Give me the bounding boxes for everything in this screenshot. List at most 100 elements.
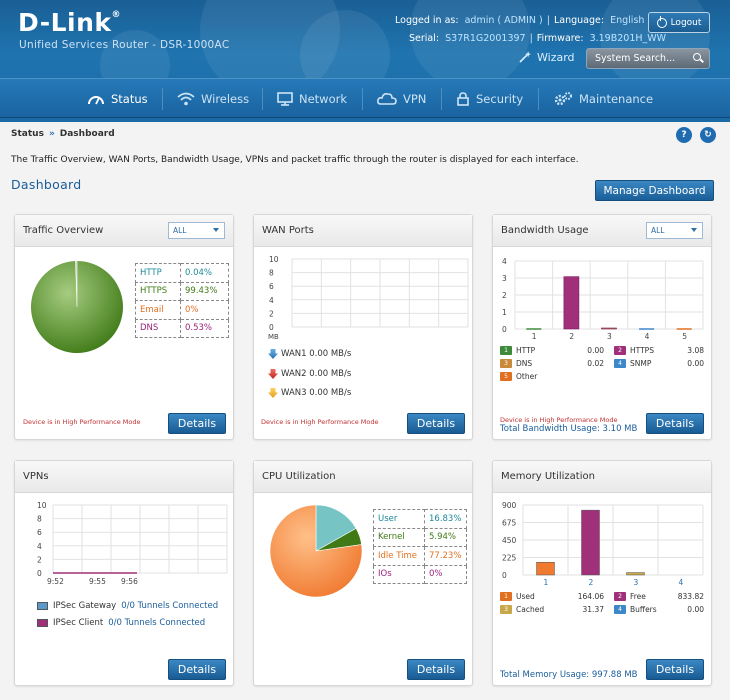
panel-title: WAN Ports (254, 215, 472, 247)
mem-bar-1 (536, 561, 555, 576)
wan-y-tick-4: 4 (269, 296, 274, 305)
manage-dashboard-button[interactable]: Manage Dashboard (595, 180, 714, 201)
legend-http: 1 HTTP 0.00 (500, 346, 604, 355)
mem-x-tick-2: 2 (589, 578, 594, 587)
wan-unit-label: MB (268, 333, 279, 341)
main-nav: Status Wireless Network VPN Security Mai… (0, 78, 730, 118)
header: D-Link® Unified Services Router - DSR-10… (0, 0, 730, 122)
nav-security[interactable]: Security (456, 79, 523, 119)
page-title: Dashboard (11, 177, 82, 192)
nav-vpn[interactable]: VPN (377, 79, 426, 119)
nav-wireless[interactable]: Wireless (177, 79, 249, 119)
bw-x-tick-1: 1 (532, 332, 537, 341)
legend-snmp: 4 SNMP 0.00 (614, 359, 704, 368)
cloud-icon (377, 93, 397, 105)
wan2-row: WAN2 0.00 MB/s (268, 369, 351, 379)
logout-button[interactable]: Logout (648, 12, 710, 33)
wand-icon (519, 51, 531, 63)
down-arrow-icon (268, 388, 278, 398)
bw-bar-3 (601, 327, 617, 330)
bw-y-tick-3: 3 (502, 274, 507, 283)
wizard-link[interactable]: Wizard (518, 50, 575, 64)
system-search-input[interactable]: System Search... (586, 48, 710, 69)
bw-y-tick-2: 2 (502, 291, 507, 300)
wan-details-button[interactable]: Details (407, 413, 465, 434)
pie-slice-idle-time (269, 504, 363, 598)
refresh-icon[interactable]: ↻ (700, 127, 716, 143)
down-arrow-icon (268, 349, 278, 359)
vpn-x-tick-9:56: 9:56 (121, 577, 138, 586)
memory-bar-chart: 900 675 450 225 0 1 2 3 4 (502, 501, 704, 587)
wan-y-tick-10: 10 (269, 255, 279, 264)
panel-title: Memory Utilization (493, 461, 711, 493)
legend-https: 2 HTTPS 3.08 (614, 346, 704, 355)
traffic-pie-chart (31, 260, 123, 353)
legend-cached: 3 Cached 31.37 (500, 605, 604, 614)
vpn-legend-client: IPSec Client 0/0 Tunnels Connected (37, 618, 205, 628)
vpn-y-tick-2: 2 (37, 555, 42, 564)
power-icon (656, 15, 667, 28)
traffic-legend-table: HTTP 0.04% HTTPS 99.43% Email 0% DNS 0.53% (135, 263, 229, 338)
vpn-y-tick-0: 0 (37, 569, 42, 578)
breadcrumb-dashboard: Dashboard (59, 129, 115, 139)
memory-details-button[interactable]: Details (646, 659, 704, 680)
mem-x-tick-3: 3 (634, 578, 639, 587)
mem-y-tick-900: 900 (502, 501, 517, 510)
mem-bar-3 (626, 572, 645, 576)
wan-y-tick-6: 6 (269, 282, 274, 291)
panel-title: VPNs (15, 461, 233, 493)
vpn-details-button[interactable]: Details (168, 659, 226, 680)
pie-slice-dns (75, 260, 78, 308)
vpn-y-tick-4: 4 (37, 542, 42, 551)
page-description: The Traffic Overview, WAN Ports, Bandwid… (11, 155, 579, 165)
mem-y-tick-450: 450 (502, 536, 517, 545)
wan-ports-panel: WAN Ports 10 8 6 4 2 0 MB WAN1 0.00 MB/s WAN2 … (253, 214, 473, 440)
vpn-x-tick-9:52: 9:52 (47, 577, 64, 586)
performance-note: Device is in High Performance Mode (261, 418, 379, 426)
language-link[interactable]: English [US] (610, 15, 668, 26)
memory-utilization-panel: Memory Utilization 900 675 450 225 0 1 2 3 4 1 Us… (492, 460, 712, 686)
cpu-details-button[interactable]: Details (407, 659, 465, 680)
network-icon (277, 92, 293, 106)
bandwidth-details-button[interactable]: Details (646, 413, 704, 434)
dlink-logo: D-Link® (18, 8, 122, 37)
bw-x-tick-4: 4 (645, 332, 650, 341)
legend-buffers: 4 Buffers 0.00 (614, 605, 704, 614)
traffic-details-button[interactable]: Details (168, 413, 226, 434)
wan-y-tick-8: 8 (269, 269, 274, 278)
total-bandwidth: Total Bandwidth Usage: 3.10 MB (500, 424, 638, 434)
nav-maintenance[interactable]: Maintenance (553, 79, 653, 119)
vpn-y-tick-10: 10 (37, 501, 47, 510)
help-icon[interactable]: ? (676, 127, 692, 143)
login-info: Logged in as: admin ( ADMIN ) | Language: … (395, 15, 668, 26)
cpu-pie-chart (269, 504, 363, 598)
cpu-legend-table: User 16.83% Kernel 5.94% Idle Time 77.23% I… (373, 509, 467, 584)
wan1-row: WAN1 0.00 MB/s (268, 349, 351, 359)
legend-used: 1 Used 164.06 (500, 592, 604, 601)
wan3-row: WAN3 0.00 MB/s (268, 388, 351, 398)
panel-title: Traffic Overview ALL (15, 215, 233, 247)
mem-x-tick-1: 1 (544, 578, 549, 587)
bw-x-tick-3: 3 (607, 332, 612, 341)
vpn-line-chart: 10 8 6 4 2 0 9:52 9:55 9:56 (37, 501, 228, 586)
bw-y-tick-1: 1 (502, 308, 507, 317)
bandwidth-filter-select[interactable]: ALL (646, 222, 703, 239)
wifi-icon (177, 92, 195, 106)
mem-y-tick-675: 675 (502, 519, 517, 528)
mem-y-tick-225: 225 (502, 554, 517, 563)
wan-y-tick-2: 2 (269, 309, 274, 318)
performance-note: Device is in High Performance Mode (23, 418, 141, 426)
mem-y-tick-0: 0 (502, 571, 507, 580)
mem-bar-2 (581, 509, 600, 576)
gauge-icon (88, 96, 104, 105)
breadcrumb-status[interactable]: Status (11, 129, 44, 139)
traffic-filter-select[interactable]: ALL (168, 222, 225, 239)
wan-y-tick-0: 0 (269, 323, 274, 332)
nav-status[interactable]: Status (87, 79, 148, 119)
bandwidth-usage-panel: Bandwidth Usage ALL 4 3 2 1 0 1 2 3 4 5 1 HTTP 0.00… (492, 214, 712, 440)
total-memory: Total Memory Usage: 997.88 MB (500, 670, 638, 680)
breadcrumb: Status» Dashboard (11, 129, 115, 139)
nav-network[interactable]: Network (277, 79, 347, 119)
bw-bar-2 (563, 276, 580, 330)
panel-title: CPU Utilization (254, 461, 472, 493)
